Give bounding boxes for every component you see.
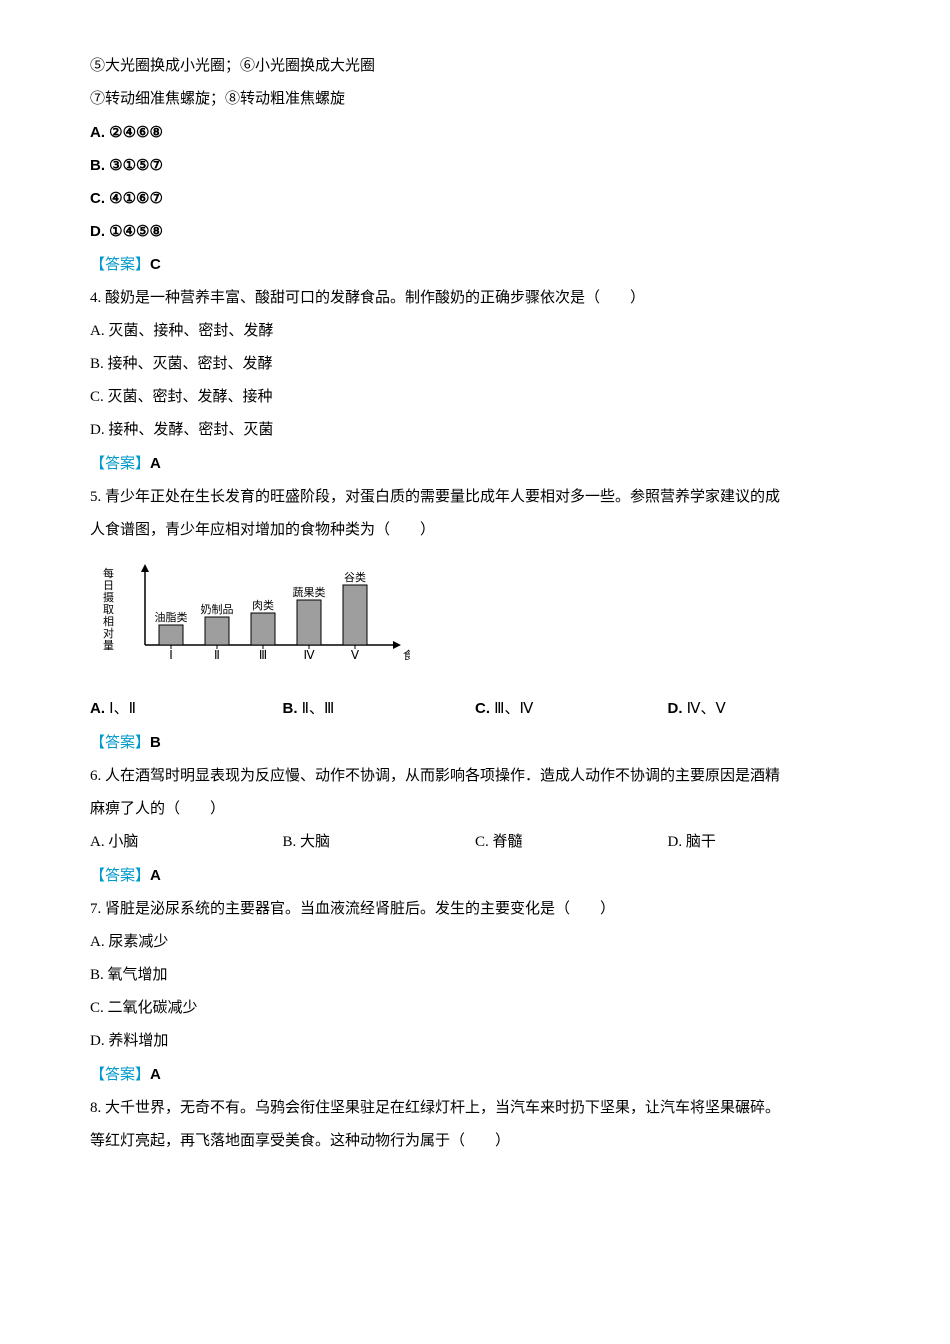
question6-option-d: D. 脑干	[668, 826, 861, 859]
svg-text:谷类: 谷类	[344, 570, 366, 584]
bar-chart-svg: 每日摄取相对量 油脂类 Ⅰ 奶制品 Ⅱ 肉类 Ⅲ 蔬果类 Ⅳ 谷类 Ⅴ 食物种类	[90, 555, 410, 675]
question3-answer: 【答案】C	[90, 248, 860, 282]
svg-text:相: 相	[103, 615, 114, 628]
question3-line5: ⑤大光圈换成小光圈；⑥小光圈换成大光圈	[90, 50, 860, 83]
question6-stem-line1: 6. 人在酒驾时明显表现为反应慢、动作不协调，从而影响各项操作．造成人动作不协调…	[90, 760, 860, 793]
question5-stem-line2: 人食谱图，青少年应相对增加的食物种类为（ ）	[90, 514, 860, 547]
question7-stem: 7. 肾脏是泌尿系统的主要器官。当血液流经肾脏后。发生的主要变化是（ ）	[90, 893, 860, 926]
question4-option-c: C. 灭菌、密封、发酵、接种	[90, 381, 860, 414]
svg-text:量: 量	[103, 639, 114, 652]
question8-stem-line1: 8. 大千世界，无奇不有。乌鸦会衔住坚果驻足在红绿灯杆上，当汽车来时扔下坚果，让…	[90, 1092, 860, 1125]
question6-option-b: B. 大脑	[283, 826, 476, 859]
answer-label: 【答案】	[90, 257, 150, 273]
svg-text:肉类: 肉类	[252, 598, 274, 612]
answer-label: 【答案】	[90, 456, 150, 472]
question4-option-b: B. 接种、灭菌、密封、发酵	[90, 348, 860, 381]
question6-option-c: C. 脊髓	[475, 826, 668, 859]
svg-text:日: 日	[103, 580, 114, 592]
svg-text:Ⅲ: Ⅲ	[259, 648, 267, 662]
svg-text:Ⅳ: Ⅳ	[303, 648, 314, 662]
answer-letter: A	[150, 867, 161, 884]
answer-letter: C	[150, 256, 161, 273]
question5-option-a: A. Ⅰ、Ⅱ	[90, 692, 283, 726]
svg-text:取: 取	[103, 603, 114, 616]
question8-stem-line2: 等红灯亮起，再飞落地面享受美食。这种动物行为属于（ ）	[90, 1125, 860, 1158]
answer-letter: A	[150, 455, 161, 472]
answer-label: 【答案】	[90, 868, 150, 884]
question5-option-b: B. Ⅱ、Ⅲ	[283, 692, 476, 726]
svg-text:对: 对	[103, 626, 114, 640]
answer-letter: B	[150, 734, 161, 751]
question3-line6: ⑦转动细准焦螺旋；⑧转动粗准焦螺旋	[90, 83, 860, 116]
question5-option-c: C. Ⅲ、Ⅳ	[475, 692, 668, 726]
question7-option-d: D. 养料增加	[90, 1025, 860, 1058]
question6-option-a: A. 小脑	[90, 826, 283, 859]
question4-answer: 【答案】A	[90, 447, 860, 481]
question7-option-c: C. 二氧化碳减少	[90, 992, 860, 1025]
svg-text:Ⅴ: Ⅴ	[351, 648, 360, 662]
answer-label: 【答案】	[90, 735, 150, 751]
question3-option-a: A. ②④⑥⑧	[90, 116, 860, 149]
question6-options: A. 小脑 B. 大脑 C. 脊髓 D. 脑干	[90, 826, 860, 859]
question5-option-d: D. Ⅳ、Ⅴ	[668, 692, 861, 726]
svg-text:奶制品: 奶制品	[201, 602, 234, 616]
question7-option-b: B. 氧气增加	[90, 959, 860, 992]
answer-letter: A	[150, 1066, 161, 1083]
question3-option-b: B. ③①⑤⑦	[90, 149, 860, 182]
svg-text:摄: 摄	[103, 590, 114, 604]
question4-stem: 4. 酸奶是一种营养丰富、酸甜可口的发酵食品。制作酸奶的正确步骤依次是（ ）	[90, 282, 860, 315]
question7-answer: 【答案】A	[90, 1058, 860, 1092]
document-page: ⑤大光圈换成小光圈；⑥小光圈换成大光圈 ⑦转动细准焦螺旋；⑧转动粗准焦螺旋 A.…	[0, 0, 950, 1198]
question5-answer: 【答案】B	[90, 726, 860, 760]
question7-option-a: A. 尿素减少	[90, 926, 860, 959]
question6-answer: 【答案】A	[90, 859, 860, 893]
question4-option-d: D. 接种、发酵、密封、灭菌	[90, 414, 860, 447]
food-chart: 每日摄取相对量 油脂类 Ⅰ 奶制品 Ⅱ 肉类 Ⅲ 蔬果类 Ⅳ 谷类 Ⅴ 食物种类	[90, 555, 860, 688]
question4-option-a: A. 灭菌、接种、密封、发酵	[90, 315, 860, 348]
answer-label: 【答案】	[90, 1067, 150, 1083]
svg-text:蔬果类: 蔬果类	[293, 585, 326, 599]
question3-option-d: D. ①④⑤⑧	[90, 215, 860, 248]
question5-stem-line1: 5. 青少年正处在生长发育的旺盛阶段，对蛋白质的需要量比成年人要相对多一些。参照…	[90, 481, 860, 514]
svg-text:Ⅰ: Ⅰ	[169, 648, 173, 662]
question3-option-c: C. ④①⑥⑦	[90, 182, 860, 215]
svg-text:油脂类: 油脂类	[155, 610, 188, 624]
svg-text:每: 每	[103, 566, 114, 580]
question6-stem-line2: 麻痹了人的（ ）	[90, 793, 860, 826]
svg-text:Ⅱ: Ⅱ	[214, 648, 220, 662]
svg-text:食物种类: 食物种类	[403, 648, 410, 662]
question5-options: A. Ⅰ、Ⅱ B. Ⅱ、Ⅲ C. Ⅲ、Ⅳ D. Ⅳ、Ⅴ	[90, 692, 860, 726]
